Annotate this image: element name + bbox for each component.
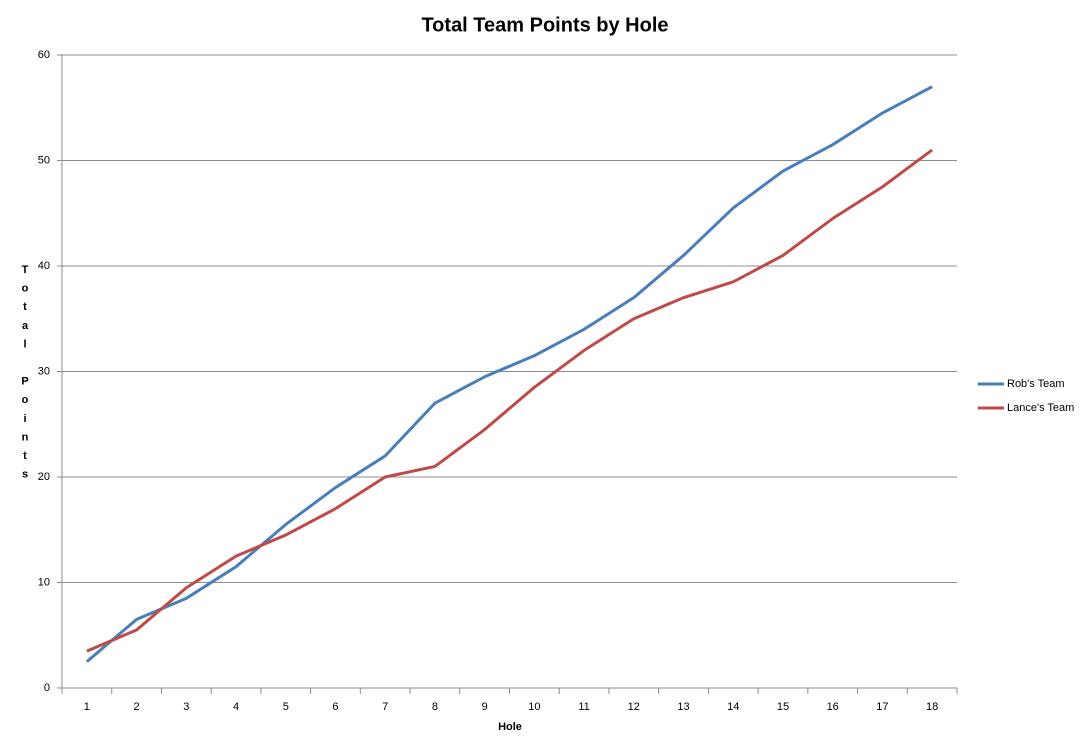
x-tick-label: 9 (482, 701, 488, 713)
y-tick-label: 60 (38, 49, 50, 61)
x-tick-label: 12 (628, 701, 640, 713)
x-tick-label: 2 (134, 701, 140, 713)
y-tick-label: 40 (38, 260, 50, 272)
x-tick-label: 18 (926, 701, 938, 713)
y-tick-label: 0 (44, 682, 50, 694)
series-line (85, 85, 933, 663)
y-tick-label: 30 (38, 365, 50, 377)
x-tick-label: 10 (528, 701, 540, 713)
legend-label: Lance's Team (1007, 402, 1074, 414)
x-tick-label: 1 (84, 701, 90, 713)
x-tick-label: 8 (432, 701, 438, 713)
chart-title: Total Team Points by Hole (421, 14, 668, 36)
y-tick-label: 10 (38, 576, 50, 588)
legend-label: Rob's Team (1007, 378, 1065, 390)
x-tick-label: 4 (233, 701, 239, 713)
x-tick-label: 7 (382, 701, 388, 713)
x-tick-label: 14 (727, 701, 739, 713)
x-tick-label: 6 (332, 701, 338, 713)
y-axis-label: Total Points (19, 264, 31, 488)
x-tick-label: 3 (183, 701, 189, 713)
y-tick-label: 20 (38, 471, 50, 483)
x-tick-label: 17 (876, 701, 888, 713)
x-tick-label: 16 (827, 701, 839, 713)
x-axis-label: Hole (498, 721, 522, 733)
y-tick-label: 50 (38, 154, 50, 166)
x-tick-label: 15 (777, 701, 789, 713)
x-tick-label: 13 (677, 701, 689, 713)
series-line (86, 148, 934, 653)
x-tick-label: 11 (578, 701, 589, 713)
x-tick-label: 5 (283, 701, 289, 713)
